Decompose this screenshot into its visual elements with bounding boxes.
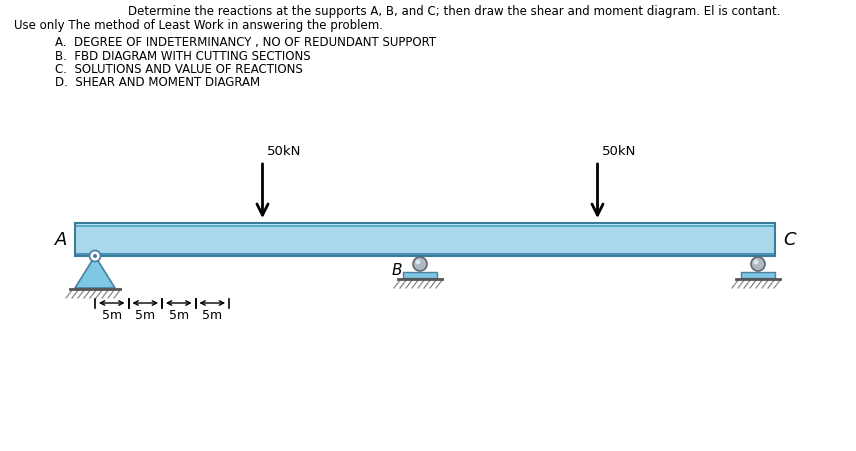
Circle shape (90, 251, 100, 262)
Circle shape (753, 260, 758, 265)
Text: A: A (55, 231, 67, 249)
Bar (403, 272, 437, 278)
Bar (75, 226, 775, 253)
Text: B.  FBD DIAGRAM WITH CUTTING SECTIONS: B. FBD DIAGRAM WITH CUTTING SECTIONS (55, 50, 311, 62)
Circle shape (93, 254, 97, 258)
Text: 50kN: 50kN (266, 145, 300, 158)
Text: D.  SHEAR AND MOMENT DIAGRAM: D. SHEAR AND MOMENT DIAGRAM (55, 76, 260, 89)
Text: B: B (391, 262, 402, 277)
Text: C: C (783, 231, 795, 249)
Polygon shape (75, 257, 115, 288)
Text: 50kN: 50kN (602, 145, 636, 158)
Circle shape (751, 258, 765, 272)
Bar (75, 224, 775, 226)
Text: 5m: 5m (169, 308, 189, 321)
Bar (741, 272, 775, 278)
Circle shape (413, 258, 427, 272)
Text: 5m: 5m (135, 308, 155, 321)
Bar (75, 224, 775, 257)
Bar (75, 224, 775, 227)
Text: C.  SOLUTIONS AND VALUE OF REACTIONS: C. SOLUTIONS AND VALUE OF REACTIONS (55, 63, 303, 76)
Text: 5m: 5m (202, 308, 223, 321)
Text: Determine the reactions at the supports A, B, and C; then draw the shear and mom: Determine the reactions at the supports … (128, 5, 781, 18)
Circle shape (415, 260, 420, 265)
Text: 5m: 5m (102, 308, 122, 321)
Bar (75, 253, 775, 257)
Text: Use only The method of Least Work in answering the problem.: Use only The method of Least Work in ans… (14, 19, 383, 32)
Text: A.  DEGREE OF INDETERMINANCY , NO OF REDUNDANT SUPPORT: A. DEGREE OF INDETERMINANCY , NO OF REDU… (55, 36, 436, 49)
